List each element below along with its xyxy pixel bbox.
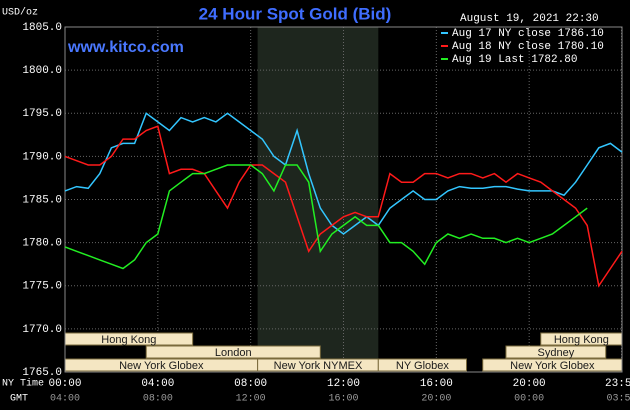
x2-axis-label: GMT [10, 394, 28, 405]
session-label: Hong Kong [554, 334, 609, 346]
x2-tick-label: 16:00 [328, 394, 358, 405]
x2-tick-label: 08:00 [143, 394, 173, 405]
y-tick-label: 1805.0 [22, 22, 62, 34]
session-label: Sydney [538, 347, 575, 359]
y-tick-label: 1790.0 [22, 151, 62, 163]
x-tick-label: 04:00 [141, 378, 174, 390]
session-label: Hong Kong [101, 334, 156, 346]
chart-title: 24 Hour Spot Gold (Bid) [199, 4, 392, 23]
legend-label: Aug 18 NY close 1780.10 [452, 41, 604, 53]
session-label: New York Globex [510, 360, 595, 372]
x-tick-label: 16:00 [420, 378, 453, 390]
x-tick-label: 00:00 [48, 378, 81, 390]
series-line [64, 125, 623, 288]
session-label: New York NYMEX [274, 360, 363, 372]
series-line [64, 164, 588, 270]
plot-frame [64, 26, 623, 373]
x2-tick-label: 12:00 [236, 394, 266, 405]
x-tick-label: 08:00 [234, 378, 267, 390]
y-tick-label: 1800.0 [22, 65, 62, 77]
session-label: New York Globex [119, 360, 204, 372]
legend-label: Aug 17 NY close 1786.10 [452, 28, 604, 40]
site-url: www.kitco.com [67, 39, 184, 56]
legend-label: Aug 19 Last 1782.80 [452, 54, 577, 66]
y-tick-label: 1785.0 [22, 194, 62, 206]
timestamp: August 19, 2021 22:30 [460, 13, 599, 25]
x2-tick-label: 00:00 [514, 394, 544, 405]
x-tick-label: 12:00 [327, 378, 360, 390]
session-bar [377, 358, 468, 372]
session-label: London [215, 347, 252, 359]
x2-tick-label: 03:59 [607, 394, 630, 405]
session-label: NY Globex [396, 360, 449, 372]
session-bar [505, 345, 607, 359]
x-axis-label: NY Time [2, 378, 44, 390]
y-tick-label: 1795.0 [22, 108, 62, 120]
x-tick-label: 23:59 [605, 378, 630, 390]
x-tick-label: 20:00 [513, 378, 546, 390]
session-bar [145, 345, 321, 359]
x2-tick-label: 20:00 [421, 394, 451, 405]
y-tick-label: 1780.0 [22, 238, 62, 250]
y-tick-label: 1765.0 [22, 367, 62, 379]
y-tick-label: 1775.0 [22, 281, 62, 293]
series-line [64, 112, 623, 235]
y-tick-label: 1770.0 [22, 324, 62, 336]
x2-tick-label: 04:00 [50, 394, 80, 405]
y-axis-unit: USD/oz [2, 7, 38, 19]
